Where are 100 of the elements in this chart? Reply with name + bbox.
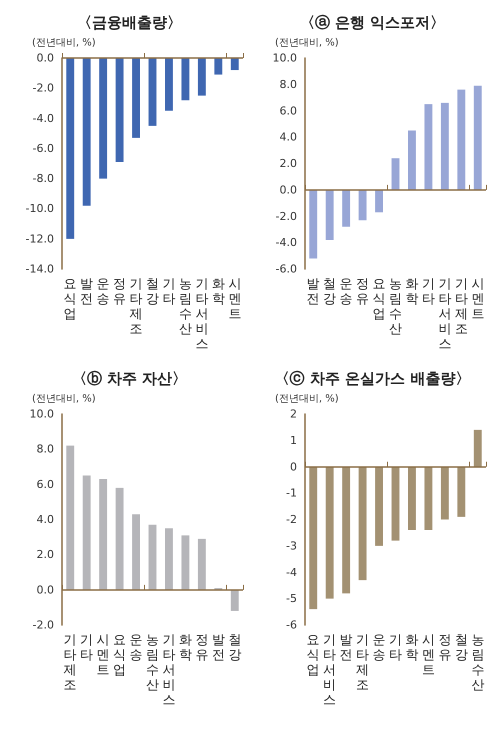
x-tick-label: 발전 — [340, 633, 353, 663]
x-tick-label: 발전 — [306, 277, 320, 307]
chart-title: 〈ⓒ 차주 온실가스 배출량〉 — [274, 370, 470, 388]
y-tick-label: 10.0 — [272, 52, 297, 64]
y-tick-label: -3 — [286, 539, 297, 552]
bar — [181, 535, 190, 590]
x-tick-label: 기타제조 — [64, 633, 77, 693]
y-tick-label: 10.0 — [30, 408, 54, 420]
x-tick-label: 운송 — [372, 633, 386, 663]
x-tick-label: 기타제조 — [130, 277, 143, 337]
y-tick-label: -5 — [286, 592, 297, 606]
y-tick-label: -4.0 — [32, 112, 54, 125]
y-axis-title: (전년대비, %) — [275, 38, 339, 48]
y-tick-label: 0 — [290, 460, 297, 474]
bar — [342, 190, 350, 227]
x-tick-label: 요식업 — [306, 633, 320, 678]
bar — [230, 590, 239, 611]
bar — [66, 446, 74, 590]
x-tick-label: 기타 — [162, 277, 176, 307]
x-tick-label: 화학 — [405, 633, 418, 663]
x-tick-label: 시멘트 — [422, 633, 435, 678]
x-tick-label: 철강 — [228, 633, 242, 663]
x-tick-label: 시멘트 — [228, 277, 242, 322]
x-tick-label: 화학 — [212, 277, 225, 307]
chart-title: 〈금융배출량〉 — [77, 14, 182, 32]
y-tick-label: 2.0 — [36, 548, 54, 562]
x-tick-label: 운송 — [340, 277, 353, 307]
x-tick-label: 시멘트 — [471, 277, 484, 322]
x-tick-label: 정유 — [356, 277, 370, 307]
y-tick-label: 6.0 — [36, 478, 54, 491]
x-tick-label: 농림수산 — [389, 277, 402, 337]
bar — [326, 190, 334, 240]
x-tick-label: 철강 — [146, 277, 159, 307]
y-tick-label: -6.0 — [276, 262, 297, 276]
y-axis-title: (전년대비, %) — [32, 38, 96, 48]
y-tick-label: 4.0 — [280, 130, 297, 144]
x-tick-label: 정유 — [438, 633, 452, 663]
x-tick-label: 철강 — [454, 633, 468, 663]
bar — [165, 528, 173, 590]
bar — [358, 190, 367, 220]
chart-title: 〈ⓐ 은행 익스포저〉 — [300, 14, 446, 32]
y-tick-label: -2 — [286, 513, 297, 526]
y-tick-label: -6.0 — [32, 142, 54, 155]
bar — [457, 90, 466, 190]
x-tick-label: 발전 — [80, 277, 94, 307]
y-tick-label: -4 — [286, 566, 297, 579]
x-tick-label: 발전 — [212, 633, 225, 663]
bar — [392, 158, 400, 190]
x-tick-label: 요식업 — [372, 277, 386, 322]
x-tick-label: 운송 — [96, 277, 110, 307]
y-tick-label: 8.0 — [36, 442, 54, 456]
x-tick-label: 요식업 — [113, 633, 126, 678]
y-tick-label: 0.0 — [36, 52, 54, 64]
y-tick-label: -6 — [286, 618, 297, 632]
y-tick-label: -14.0 — [26, 262, 54, 276]
y-tick-label: 1 — [290, 434, 297, 447]
bar — [424, 104, 432, 190]
x-tick-label: 운송 — [130, 633, 143, 663]
x-tick-label: 기타서비스 — [323, 633, 336, 708]
bar — [408, 130, 416, 190]
x-tick-label: 기타서비스 — [162, 633, 176, 708]
x-tick-label: 정유 — [113, 277, 126, 307]
x-tick-label: 농림수산 — [471, 633, 484, 693]
bar — [440, 102, 449, 190]
y-tick-label: 8.0 — [280, 78, 297, 91]
y-axis-title: (전년대비, %) — [275, 394, 339, 404]
chart-title: 〈ⓑ 차주 자산〉 — [72, 370, 188, 388]
x-tick-label: 기타서비스 — [438, 277, 452, 352]
y-tick-label: -2.0 — [276, 210, 297, 223]
bar — [116, 488, 124, 590]
x-tick-label: 농림수산 — [146, 633, 159, 693]
x-tick-label: 기타제조 — [454, 277, 468, 337]
x-tick-label: 요식업 — [64, 277, 77, 322]
y-tick-label: 6.0 — [280, 104, 297, 118]
x-tick-label: 철강 — [323, 277, 336, 307]
y-tick-label: -1 — [286, 486, 297, 500]
y-tick-label: 4.0 — [36, 513, 54, 526]
x-tick-label: 기타서비스 — [195, 277, 208, 352]
x-tick-label: 기타 — [422, 277, 435, 307]
y-tick-label: -2.0 — [32, 82, 54, 95]
bar — [132, 514, 140, 590]
bar — [99, 479, 108, 590]
x-tick-label: 기타 — [389, 633, 402, 663]
y-tick-label: -2.0 — [32, 618, 54, 632]
y-tick-label: -10.0 — [26, 202, 54, 216]
x-tick-label: 기타제조 — [356, 633, 370, 693]
x-tick-label: 정유 — [195, 633, 208, 663]
bar — [474, 86, 482, 190]
y-tick-label: -8.0 — [32, 172, 54, 186]
y-tick-label: 2.0 — [280, 157, 297, 170]
y-tick-label: 0.0 — [280, 183, 297, 196]
bar — [198, 538, 206, 590]
x-tick-label: 기타 — [80, 633, 94, 663]
bar — [309, 190, 318, 258]
x-tick-label: 화학 — [178, 633, 192, 663]
bar — [148, 524, 156, 590]
y-tick-label: -4.0 — [276, 236, 297, 250]
y-tick-label: 2 — [290, 408, 297, 420]
y-tick-label: 0.0 — [36, 583, 54, 596]
x-tick-label: 농림수산 — [178, 277, 192, 337]
